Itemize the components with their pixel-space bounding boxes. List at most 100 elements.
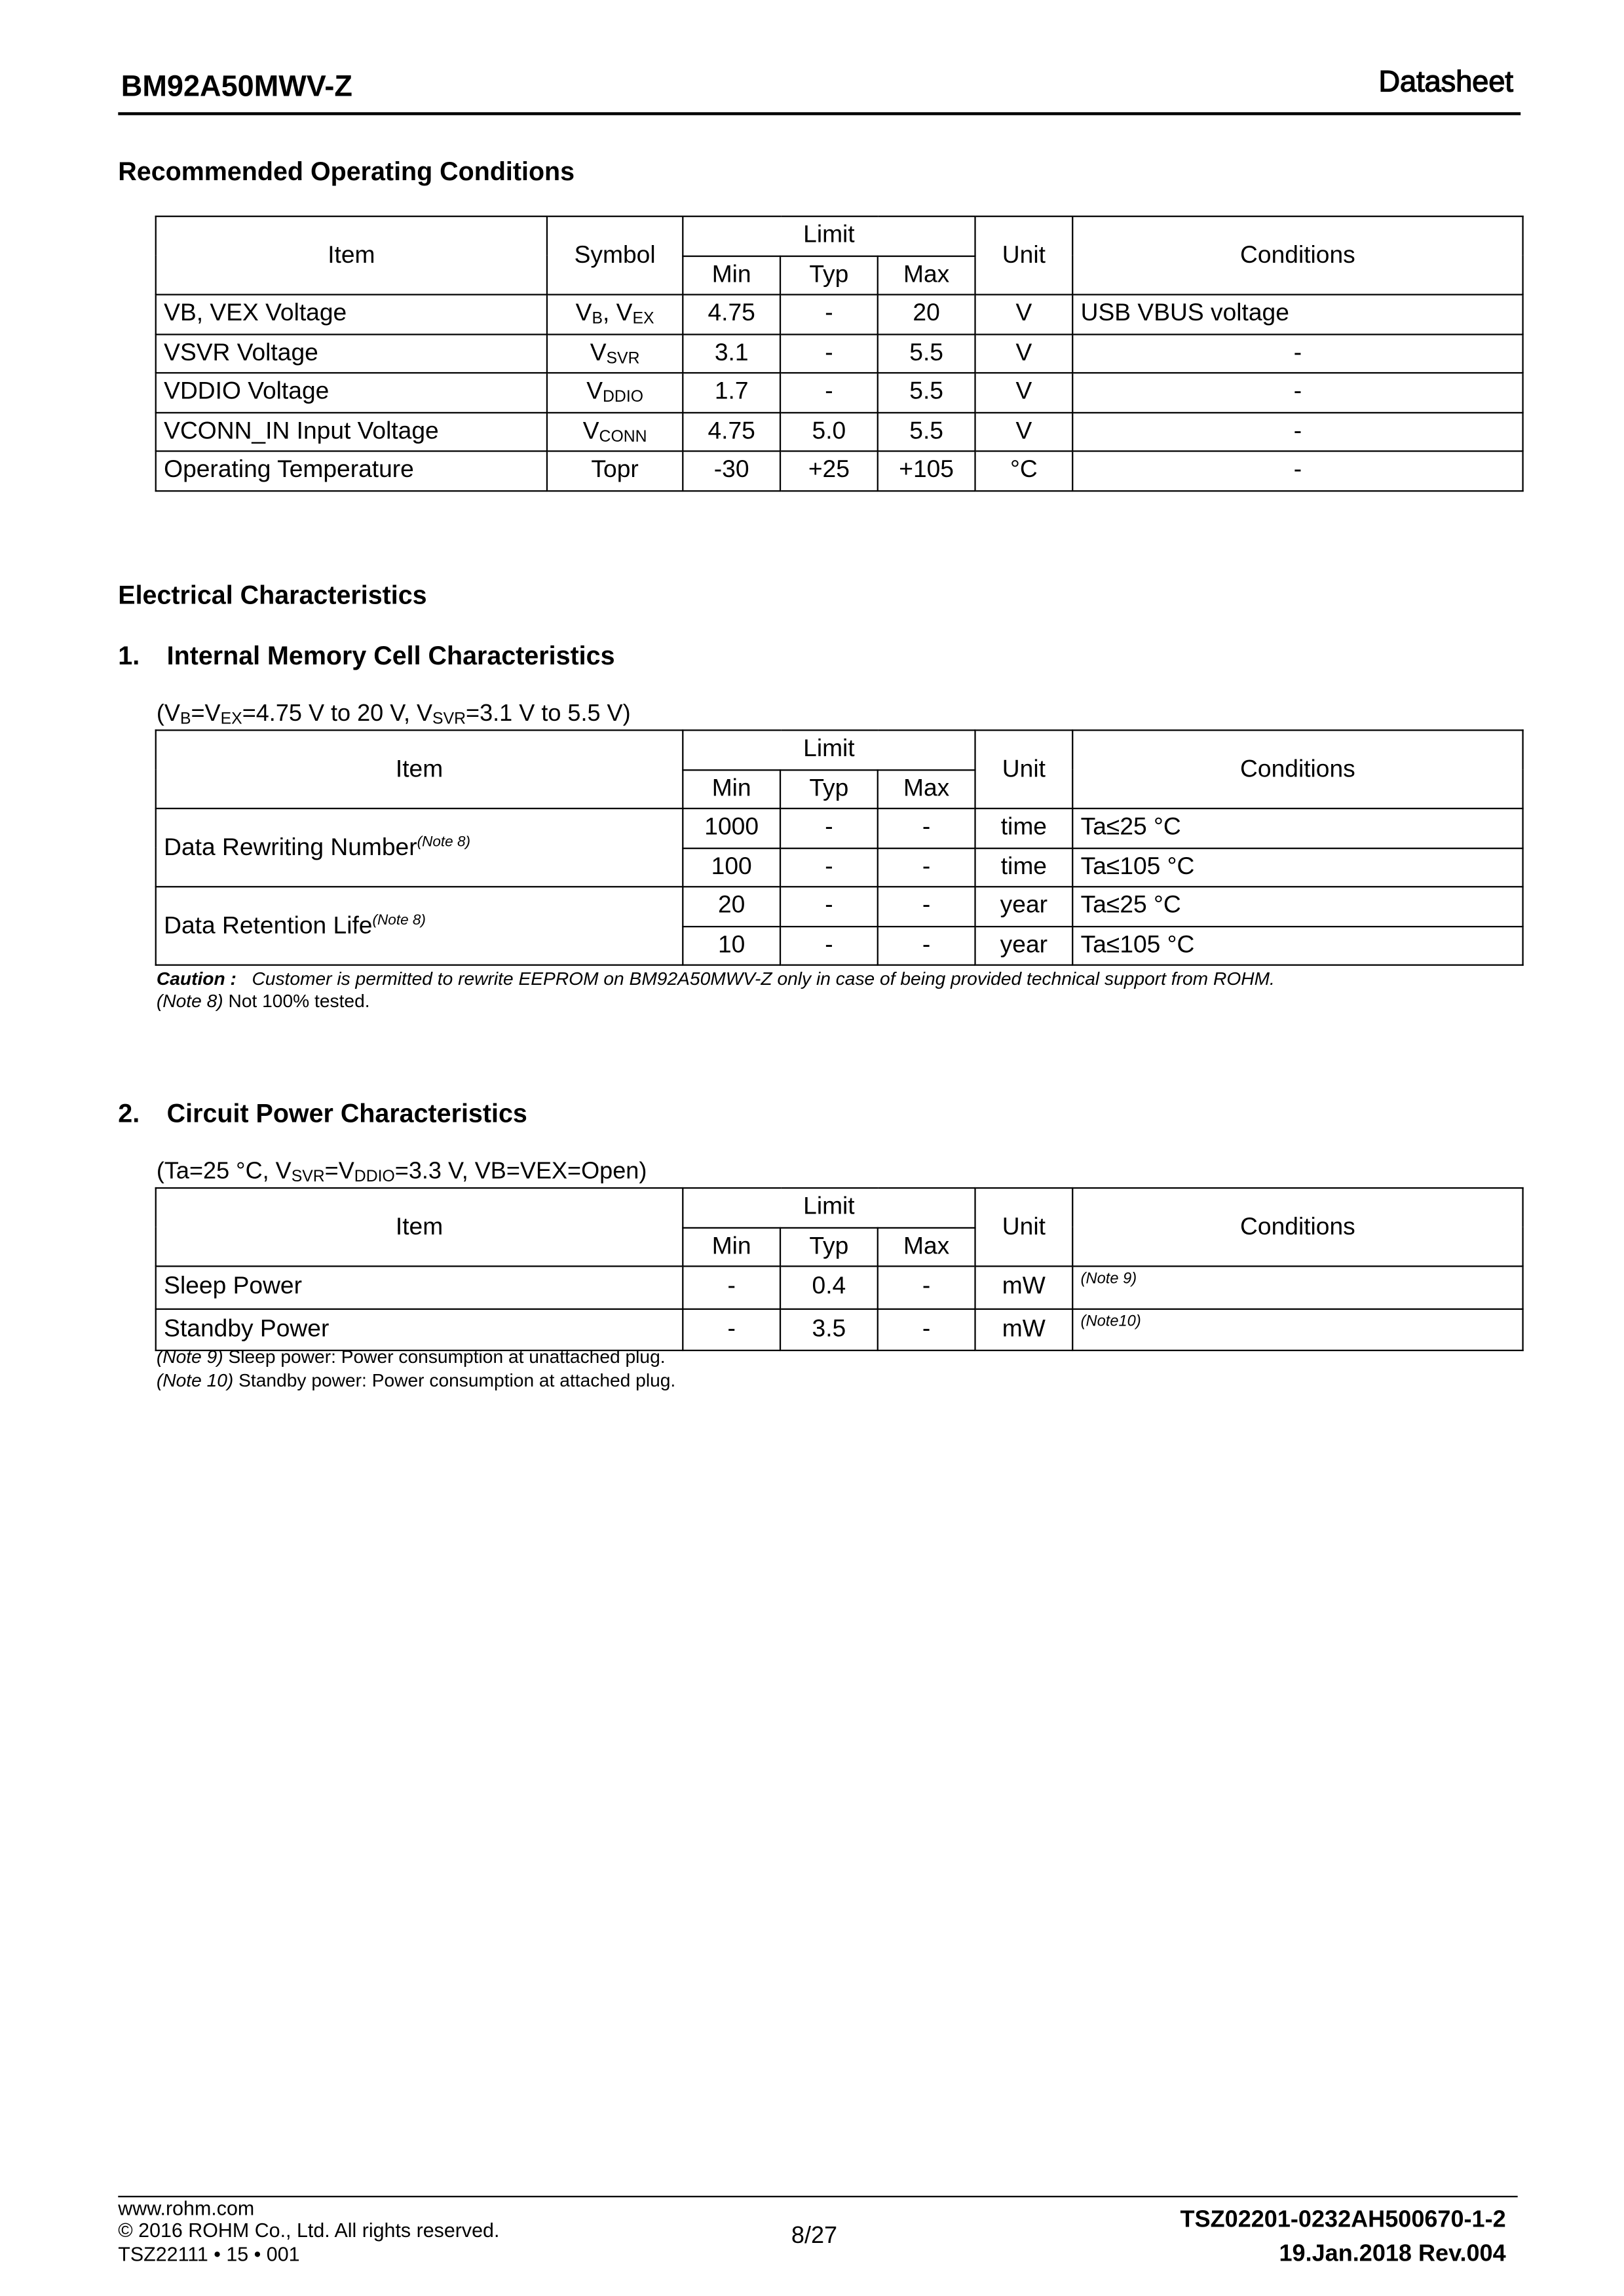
header-max: Max xyxy=(877,769,976,809)
cell-min: -30 xyxy=(682,450,782,491)
footer-url[interactable]: www.rohm.com xyxy=(118,2197,255,2220)
table-row: Data Retention Life(Note 8) 20- - year Ta≤2… xyxy=(155,886,1524,966)
cell-typ: - xyxy=(779,294,878,335)
table-row: Standby Power -3.5- mW (Note10) xyxy=(155,1307,1524,1352)
header-limit: Limit xyxy=(682,216,976,256)
doc-date-revision: 19.Jan.2018 Rev.004 xyxy=(1279,2241,1506,2267)
cell-typ: 3.5 xyxy=(779,1307,878,1352)
table-row: Sleep Power -0.4- mW (Note 9) xyxy=(155,1265,1524,1309)
header-limit: Limit xyxy=(682,729,976,771)
cell-max: - xyxy=(877,886,976,927)
section-title-roc: Recommended Operating Conditions xyxy=(118,156,575,186)
header-conditions: Conditions xyxy=(1072,216,1524,296)
header-unit: Unit xyxy=(974,1187,1074,1267)
subsection-number-2: 2. xyxy=(118,1098,140,1128)
cell-item: VSVR Voltage xyxy=(155,333,548,374)
cell-item: Operating Temperature xyxy=(155,450,548,491)
cell-conditions: Ta≤25 °C xyxy=(1072,886,1524,927)
cell-item: Sleep Power xyxy=(155,1265,684,1309)
doc-number: TSZ02201-0232AH500670-1-2 xyxy=(1180,2208,1506,2233)
cell-min: 1000 xyxy=(682,807,782,849)
header-max: Max xyxy=(877,254,976,296)
cell-typ: - xyxy=(779,886,878,927)
cell-unit: V xyxy=(974,333,1074,374)
footer-code: TSZ22111 • 15 • 001 xyxy=(118,2243,300,2266)
note-8: (Note 8) Not 100% tested. xyxy=(156,991,370,1012)
cell-typ: - xyxy=(779,333,878,374)
cell-max: - xyxy=(877,847,976,888)
cell-typ: - xyxy=(779,807,878,849)
cell-unit: year xyxy=(974,886,1074,927)
footer-copyright: © 2016 ROHM Co., Ltd. All rights reserve… xyxy=(118,2219,500,2242)
cell-min: 20 xyxy=(682,886,782,927)
header-item: Item xyxy=(155,729,684,809)
table-row: 10- - year Ta≤105 °C xyxy=(156,925,1524,966)
subsection-title-memory: Internal Memory Cell Characteristics xyxy=(166,641,615,671)
cell-symbol: VDDIO xyxy=(546,372,684,413)
cell-item: VDDIO Voltage xyxy=(155,372,548,413)
cell-conditions: Ta≤105 °C xyxy=(1072,847,1524,888)
subsection-number-1: 1. xyxy=(118,641,140,671)
subsection-title-power: Circuit Power Characteristics xyxy=(166,1098,527,1128)
doc-type: Datasheet xyxy=(1378,66,1514,100)
cell-symbol: VCONN xyxy=(546,411,684,452)
cell-unit: V xyxy=(974,411,1074,452)
header-unit: Unit xyxy=(974,729,1074,809)
cell-item: VCONN_IN Input Voltage xyxy=(155,411,548,452)
cell-max: 5.5 xyxy=(877,333,976,374)
cell-typ: 5.0 xyxy=(779,411,878,452)
header-rule xyxy=(118,112,1521,115)
cell-min: 4.75 xyxy=(682,294,782,335)
cell-max: - xyxy=(877,807,976,849)
table-row: VCONN_IN Input Voltage VCONN 4.75 5.0 5.5 V… xyxy=(155,411,1524,452)
cell-max: - xyxy=(877,925,976,966)
cell-conditions: USB VBUS voltage xyxy=(1072,294,1524,335)
note-10: (Note 10) Standby power: Power consumpti… xyxy=(156,1370,676,1391)
memory-test-conditions: (VB=VEX=4.75 V to 20 V, VSVR=3.1 V to 5.… xyxy=(156,701,631,729)
part-number: BM92A50MWV-Z xyxy=(121,71,352,104)
footer-rule xyxy=(118,2196,1518,2198)
cell-unit: time xyxy=(974,847,1074,888)
cell-conditions: (Note10) xyxy=(1072,1307,1524,1352)
header-item: Item xyxy=(155,216,548,296)
cell-typ: +25 xyxy=(779,450,878,491)
roc-table: Item Symbol Limit Unit Conditions Min Ty… xyxy=(155,216,1524,491)
cell-conditions: - xyxy=(1072,450,1524,491)
power-test-conditions: (Ta=25 °C, VSVR=VDDIO=3.3 V, VB=VEX=Open… xyxy=(156,1159,647,1186)
cell-max: 5.5 xyxy=(877,372,976,413)
table-row: VSVR Voltage VSVR 3.1-5.5 V - xyxy=(155,333,1524,374)
memory-table: Item Limit Unit Conditions Min Typ Max Dat… xyxy=(155,729,1524,966)
header-typ: Typ xyxy=(779,254,878,296)
header-min: Min xyxy=(682,1226,782,1267)
header-limit: Limit xyxy=(682,1187,976,1228)
cell-typ: - xyxy=(779,372,878,413)
section-title-ec: Electrical Characteristics xyxy=(118,580,427,610)
cell-symbol: VB, VEX xyxy=(546,294,684,335)
cell-symbol: Topr xyxy=(546,450,684,491)
table-row: Operating Temperature Topr -30 +25 +105 °C - xyxy=(155,450,1524,491)
header-min: Min xyxy=(682,769,782,809)
cell-min: 4.75 xyxy=(682,411,782,452)
table-row: VB, VEX Voltage VB, VEX 4.75-20 V USB VBUS… xyxy=(155,294,1524,335)
header-conditions: Conditions xyxy=(1072,729,1524,809)
caution-note: Caution : Customer is permitted to rewri… xyxy=(156,968,1275,989)
note-9: (Note 9) Sleep power: Power consumption … xyxy=(156,1347,666,1368)
cell-item: VB, VEX Voltage xyxy=(155,294,548,335)
page-number: 8/27 xyxy=(791,2223,838,2249)
header-symbol: Symbol xyxy=(546,216,684,296)
cell-item: Standby Power xyxy=(155,1307,684,1352)
cell-max: - xyxy=(877,1265,976,1309)
header-min: Min xyxy=(682,254,782,296)
cell-unit: °C xyxy=(974,450,1074,491)
cell-item: Data Rewriting Number(Note 8) xyxy=(155,807,684,888)
cell-min: 3.1 xyxy=(682,333,782,374)
cell-conditions: - xyxy=(1072,372,1524,413)
table-row: VDDIO Voltage VDDIO 1.7-5.5 V - xyxy=(155,372,1524,413)
cell-conditions: (Note 9) xyxy=(1072,1265,1524,1309)
cell-conditions: Ta≤25 °C xyxy=(1072,807,1524,849)
cell-typ: - xyxy=(779,847,878,888)
cell-conditions: - xyxy=(1072,411,1524,452)
cell-typ: - xyxy=(779,925,878,966)
cell-min: 100 xyxy=(682,847,782,888)
